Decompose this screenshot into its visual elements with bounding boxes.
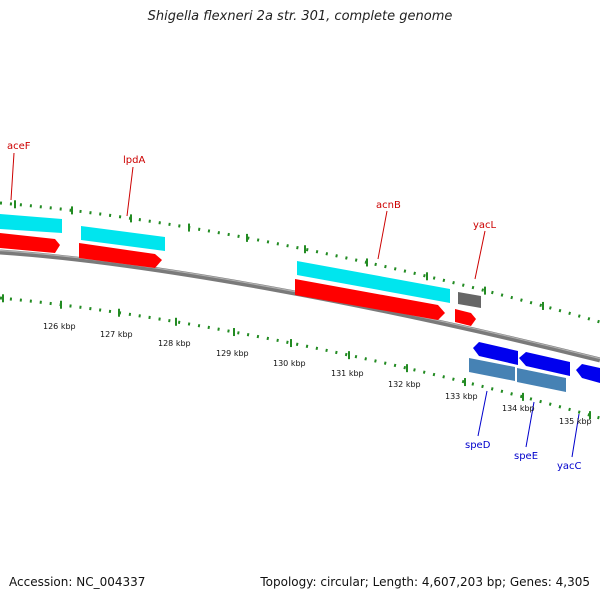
cds-track-top [0,214,450,303]
scale-label-133: 133 kbp [445,392,478,401]
gene-speD-cds [469,358,515,381]
scale-label-134: 134 kbp [502,404,535,413]
accession-label: Accession: NC_004337 [9,575,146,589]
scale-label-135: 135 kbp [559,417,592,426]
label-aceF: aceF [7,141,31,152]
gene-lpdA [79,243,162,268]
gene-yacC [576,364,600,383]
leader-lpdA [126,166,134,217]
leader-acnB [377,210,388,260]
scale-label-131: 131 kbp [331,369,364,378]
gene-lpdA-cds [81,226,165,251]
scale-label-129: 129 kbp [216,349,249,358]
leader-speE [525,401,535,448]
label-yacC: yacC [557,461,582,472]
gene-speE [519,352,570,376]
scale-label-128: 128 kbp [158,339,191,348]
gene-speE-cds [517,368,566,392]
scale-label-127: 127 kbp [100,330,133,339]
label-speD: speD [465,440,491,451]
label-yacL: yacL [473,220,497,231]
label-lpdA: lpdA [123,155,145,166]
gene-track-reverse [469,342,600,392]
genome-summary: Topology: circular; Length: 4,607,203 bp… [260,575,590,589]
gene-acnB [295,279,445,320]
scale-label-130: 130 kbp [273,359,306,368]
outer-major-ticks [14,200,544,310]
map-title: Shigella flexneri 2a str. 301, complete … [147,9,453,24]
gene-speD [473,342,518,365]
genome-backbone [0,249,600,363]
label-speE: speE [514,451,538,462]
gene-yacL [455,309,476,326]
scale-label-126: 126 kbp [43,322,76,331]
inner-major-ticks [2,294,591,420]
gene-yacL-gray [458,292,481,308]
leader-yacL [474,230,486,280]
scale-label-132: 132 kbp [388,380,421,389]
gene-acnB-cds [297,261,450,303]
gene-aceF [0,233,60,253]
leader-speD [477,390,488,437]
gene-track-top [0,233,481,326]
genome-backbone-highlight [0,249,600,360]
label-acnB: acnB [376,200,401,211]
gene-aceF-cds [0,214,62,233]
leader-aceF [10,152,15,201]
leader-yacC [571,413,580,458]
